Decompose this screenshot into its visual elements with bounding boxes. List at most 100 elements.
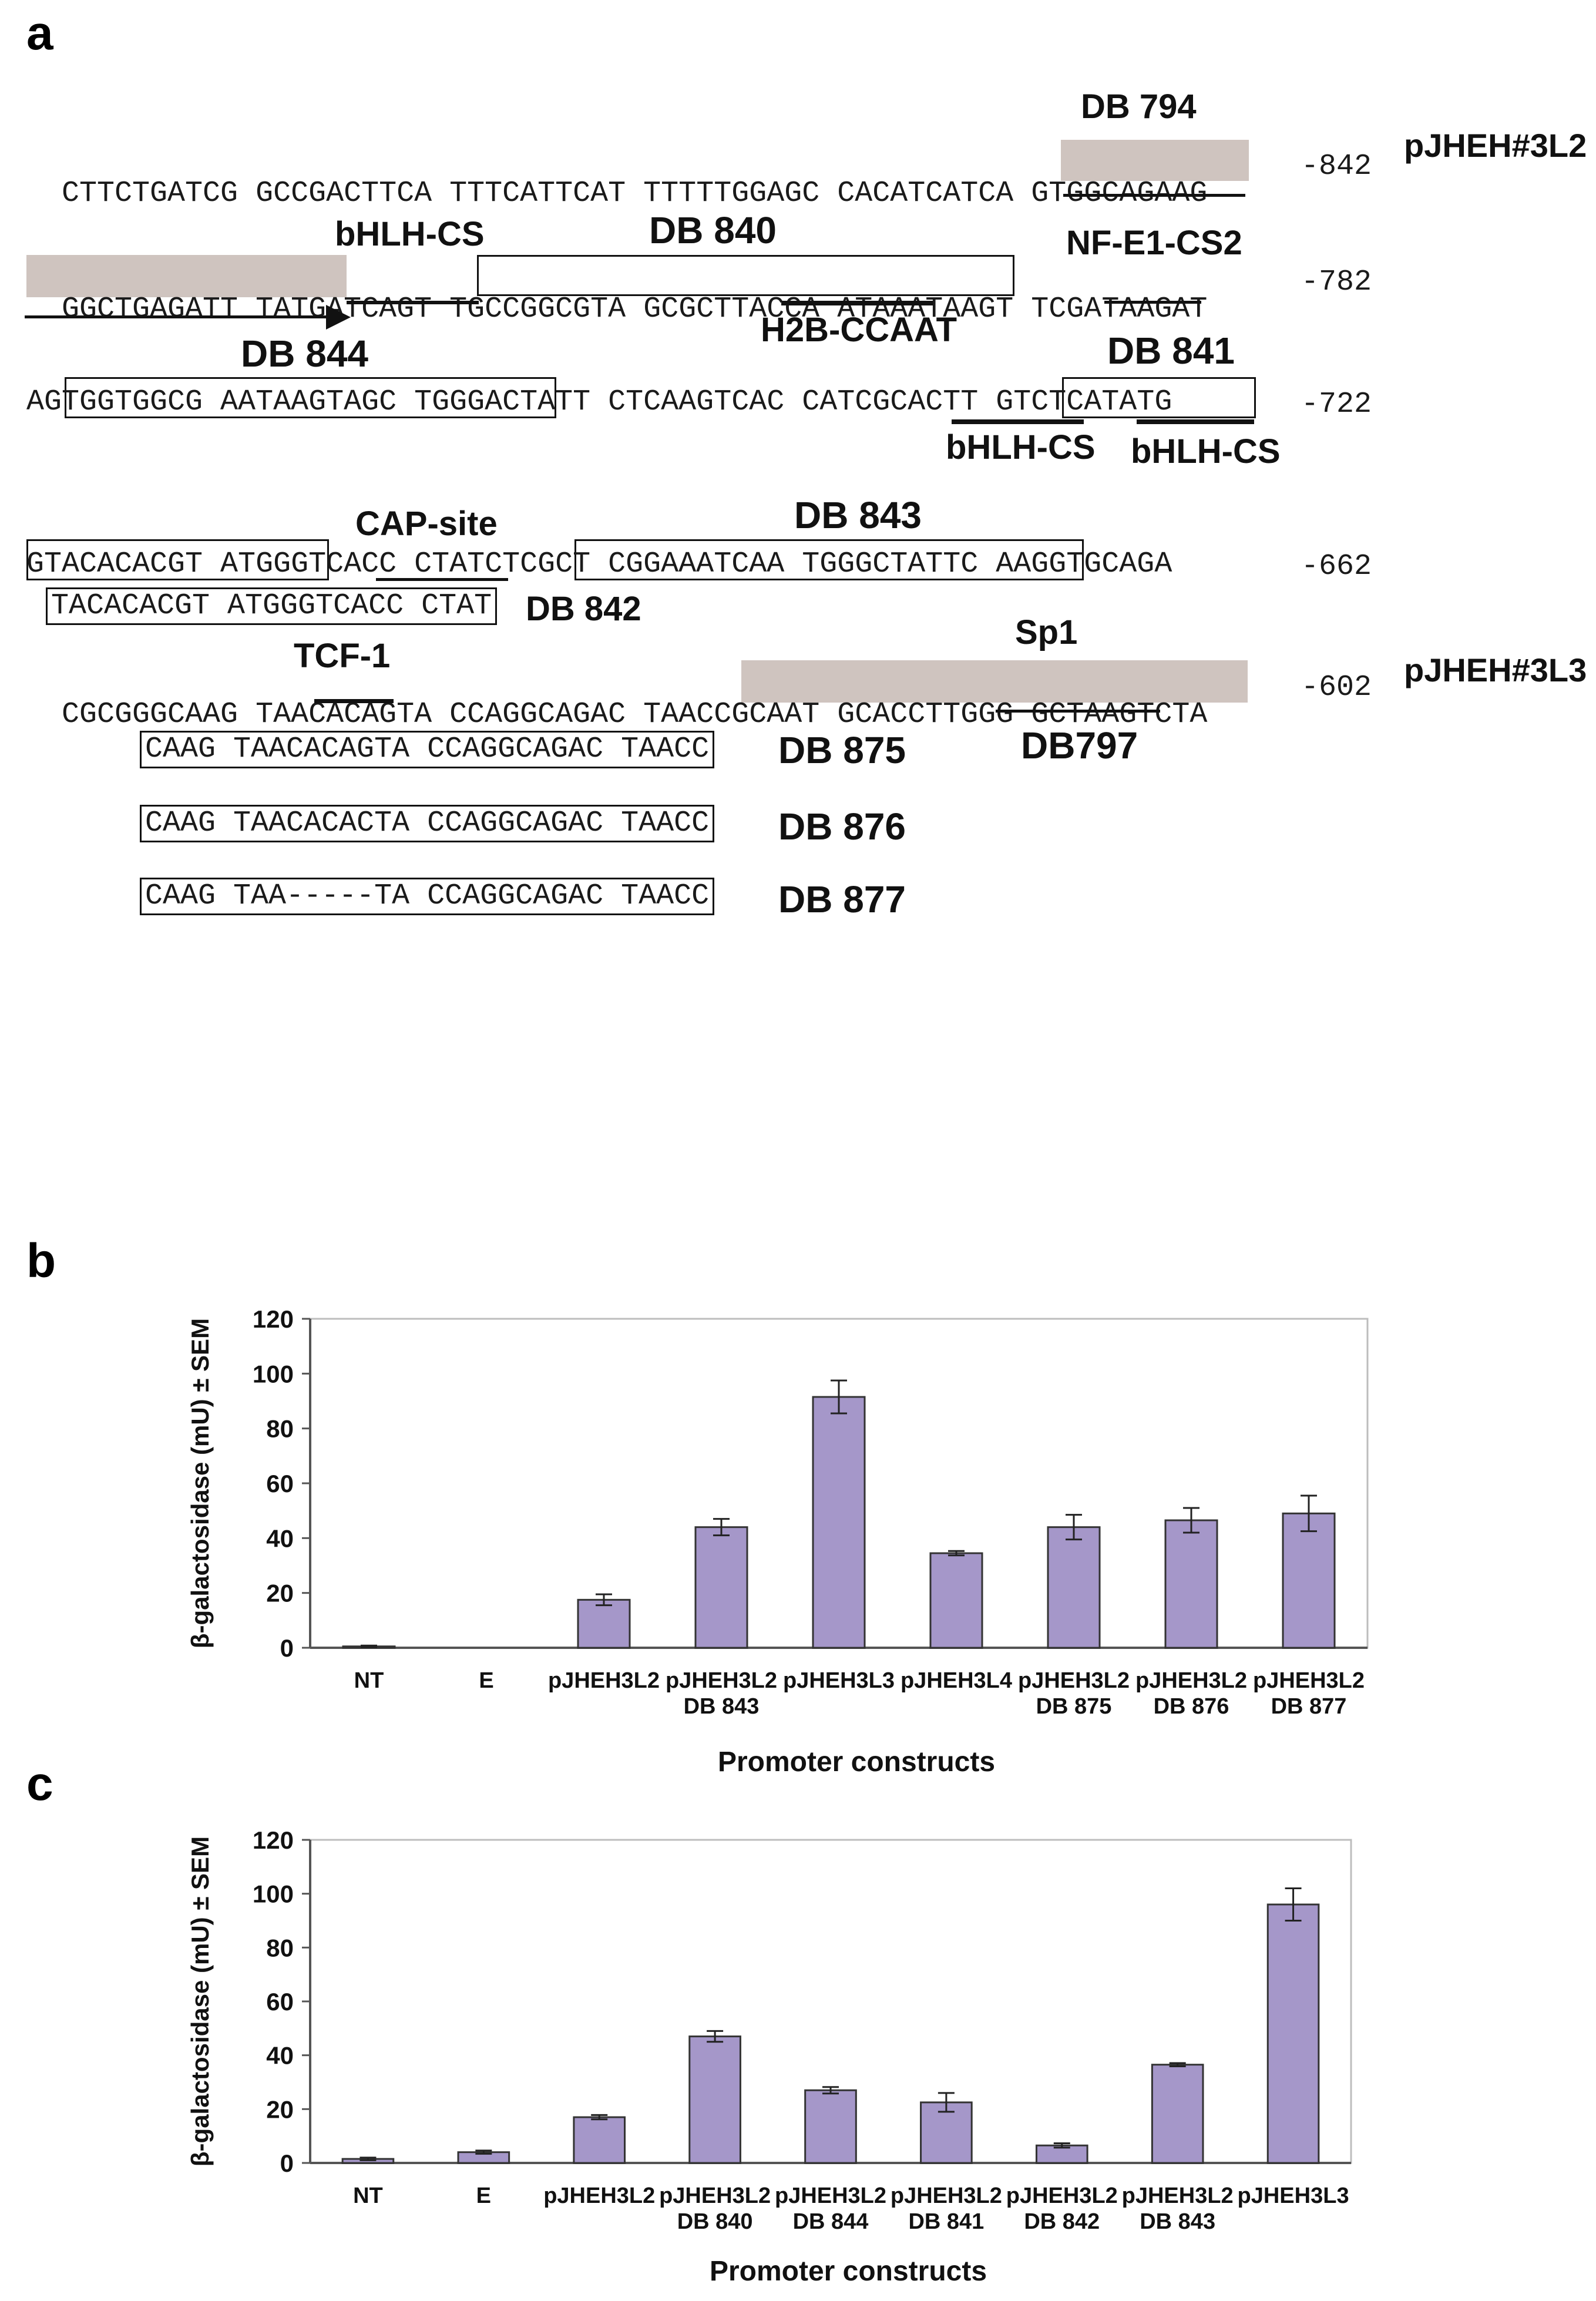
label-db843: DB 843 xyxy=(794,494,922,536)
y-tick-label: 0 xyxy=(280,2149,294,2177)
bar xyxy=(1151,2064,1204,2164)
seq-row2-shaded: GGCTGAGATT TATGAT xyxy=(62,293,362,326)
panel-c-letter: c xyxy=(26,1757,53,1810)
underline-h2b-ccaat xyxy=(781,301,933,305)
x-tick-label: pJHEH3L2 xyxy=(666,1668,777,1693)
seq-row1-plain: CTTCTGATCG GCCGACTTCA TTTCATTCAT TTTTTGG… xyxy=(62,177,1031,210)
underline-db797 xyxy=(996,710,1160,713)
x-tick-label: pJHEH3L2 xyxy=(1135,1668,1247,1693)
x-axis-label: Promoter constructs xyxy=(718,1746,995,1778)
x-tick-label: DB 842 xyxy=(1024,2209,1100,2234)
pos-row4: -662 xyxy=(1301,550,1372,583)
box-db844 xyxy=(65,377,556,418)
y-tick-label: 40 xyxy=(266,1524,294,1552)
x-axis-label: Promoter constructs xyxy=(710,2256,987,2287)
chart-c: 0 20 40 60 80 100 120 β-galactosidase (mU) ± SE… xyxy=(186,1826,1352,2287)
seq-row5: CGCGGGCAAG TAACACAGTA CCAGGCAGAC TAACCGC… xyxy=(26,671,1207,730)
box-db843 xyxy=(574,539,1084,580)
y-axis-label: β-galactosidase (mU) ± SEM xyxy=(186,1318,214,1648)
bar xyxy=(694,1526,748,1649)
seq-row1: CTTCTGATCG GCCGACTTCA TTTCATTCAT TTTTTGG… xyxy=(26,150,1207,209)
bar xyxy=(929,1552,983,1649)
seq-row2-rest: CAGT TGCCGGCGTA GCGCTTACCA ATAAATAAGT TC… xyxy=(361,293,1208,326)
underline-bhlh-cs-1 xyxy=(347,301,479,304)
label-db876: DB 876 xyxy=(778,805,906,848)
y-tick-label: 60 xyxy=(266,1988,294,2016)
x-tick-label: DB 843 xyxy=(1140,2209,1215,2234)
x-tick-label: E xyxy=(476,2184,491,2208)
x-tick-label: DB 875 xyxy=(1036,1694,1112,1719)
panel-b-letter: b xyxy=(26,1234,56,1288)
x-tick-label: pJHEH3L2 xyxy=(1122,2184,1234,2208)
bar xyxy=(688,2035,741,2164)
seq-row5-plain: CGCGGGCAAG TAACACAGTA CCAGGCAGAC TAACC xyxy=(62,698,732,731)
y-tick-label: 120 xyxy=(253,1305,294,1333)
x-tick-label: pJHEH3L4 xyxy=(901,1668,1012,1693)
label-nfe1-cs2: NF-E1-CS2 xyxy=(1066,224,1242,262)
y-tick-label: 80 xyxy=(266,1415,294,1443)
y-tick-label: 100 xyxy=(253,1360,294,1388)
label-db794: DB 794 xyxy=(1081,88,1197,126)
seq-db876: CAAG TAACACACTA CCAGGCAGAC TAACC xyxy=(140,805,715,842)
bar xyxy=(804,2089,857,2164)
shade-row2 xyxy=(26,255,347,297)
x-tick-label: DB 841 xyxy=(908,2209,984,2234)
label-sp1: Sp1 xyxy=(1015,613,1078,651)
bar xyxy=(577,1598,631,1649)
label-bhlh-cs-3: bHLH-CS xyxy=(1131,432,1281,471)
x-tick-label: pJHEH3L2 xyxy=(543,2184,655,2208)
label-tcf1: TCF-1 xyxy=(294,637,391,675)
seq-db842: TACACACGT ATGGGTCACC CTAT xyxy=(46,587,498,625)
seq-row1-shaded: GTGGCAGAAG xyxy=(1031,177,1208,210)
seq-row2: GGCTGAGATT TATGATCAGT TGCCGGCGTA GCGCTTA… xyxy=(26,266,1207,324)
bar xyxy=(573,2116,626,2164)
bar xyxy=(1047,1526,1101,1649)
label-db877: DB 877 xyxy=(778,878,906,921)
seq-row5-shaded: GCAAT GCACCTTGGG GCTAAGTCTA xyxy=(731,698,1208,731)
x-tick-label: pJHEH3L2 xyxy=(548,1668,660,1693)
shade-db794 xyxy=(1061,140,1249,181)
y-tick-label: 80 xyxy=(266,1934,294,1961)
chart-b: 0 20 40 60 80 100 120 β-galactosidase (mU) ± SE… xyxy=(186,1305,1369,1778)
x-tick-label: pJHEH3L2 xyxy=(1018,1668,1130,1693)
x-tick-label: DB 876 xyxy=(1154,1694,1229,1719)
label-db797: DB797 xyxy=(1021,724,1138,767)
x-tick-label: pJHEH3L3 xyxy=(783,1668,895,1693)
seq-db875: CAAG TAACACAGTA CCAGGCAGAC TAACC xyxy=(140,731,715,768)
x-tick-label: DB 844 xyxy=(793,2209,869,2234)
x-tick-label: pJHEH3L2 xyxy=(775,2184,886,2208)
pos-row2: -782 xyxy=(1301,266,1372,299)
pos-row3: -722 xyxy=(1301,388,1372,421)
x-tick-label: NT xyxy=(354,1668,384,1693)
bar xyxy=(1282,1512,1336,1649)
arrow-head-icon xyxy=(326,305,351,330)
bar xyxy=(812,1396,866,1649)
y-tick-label: 20 xyxy=(266,1580,294,1607)
box-db841 xyxy=(1062,377,1256,418)
seq-row4: GTACACACGT ATGGGTCACC CTATCTCGCT CGGAAAT… xyxy=(26,547,1172,581)
label-bhlh-cs-1: bHLH-CS xyxy=(335,215,485,253)
bar xyxy=(1164,1519,1218,1649)
label-db844: DB 844 xyxy=(241,332,368,375)
underline-bhlh-cs-3 xyxy=(1137,419,1254,424)
underline-db794 xyxy=(1063,194,1245,197)
y-tick-label: 60 xyxy=(266,1470,294,1497)
label-db842: DB 842 xyxy=(526,590,641,628)
arrow-shaft xyxy=(25,315,330,318)
label-db840: DB 840 xyxy=(649,209,777,251)
shade-row5 xyxy=(741,660,1248,703)
seq-row3: AGTGGTGGCG AATAAGTAGC TGGGACTATT CTCAAGT… xyxy=(26,385,1172,419)
y-tick-label: 40 xyxy=(266,2042,294,2070)
x-tick-label: DB 877 xyxy=(1271,1694,1347,1719)
y-tick-label: 100 xyxy=(253,1880,294,1908)
seq-db877: CAAG TAA-----TA CCAGGCAGAC TAACC xyxy=(140,878,715,915)
y-axis-label: β-galactosidase (mU) ± SEM xyxy=(186,1836,214,2166)
y-tick-label: 20 xyxy=(266,2095,294,2123)
y-tick-label: 120 xyxy=(253,1826,294,1854)
label-db841: DB 841 xyxy=(1107,330,1235,372)
x-tick-label: pJHEH3L2 xyxy=(659,2184,771,2208)
panel-a-letter: a xyxy=(26,6,53,60)
label-db875: DB 875 xyxy=(778,729,906,771)
y-tick-label: 0 xyxy=(280,1634,294,1662)
label-cap-site: CAP-site xyxy=(355,505,498,543)
